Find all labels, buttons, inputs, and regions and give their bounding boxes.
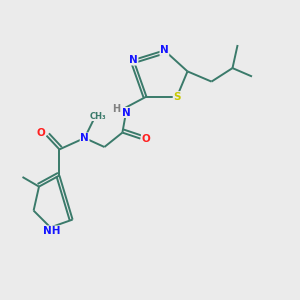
Text: H: H xyxy=(112,104,120,115)
Text: O: O xyxy=(37,128,46,138)
Text: N: N xyxy=(122,107,130,118)
Text: N: N xyxy=(80,133,89,143)
Text: N: N xyxy=(160,45,169,56)
Text: O: O xyxy=(141,134,150,144)
Text: NH: NH xyxy=(43,226,61,236)
Text: CH₃: CH₃ xyxy=(90,112,107,121)
Text: S: S xyxy=(173,92,181,102)
Text: N: N xyxy=(129,55,138,65)
